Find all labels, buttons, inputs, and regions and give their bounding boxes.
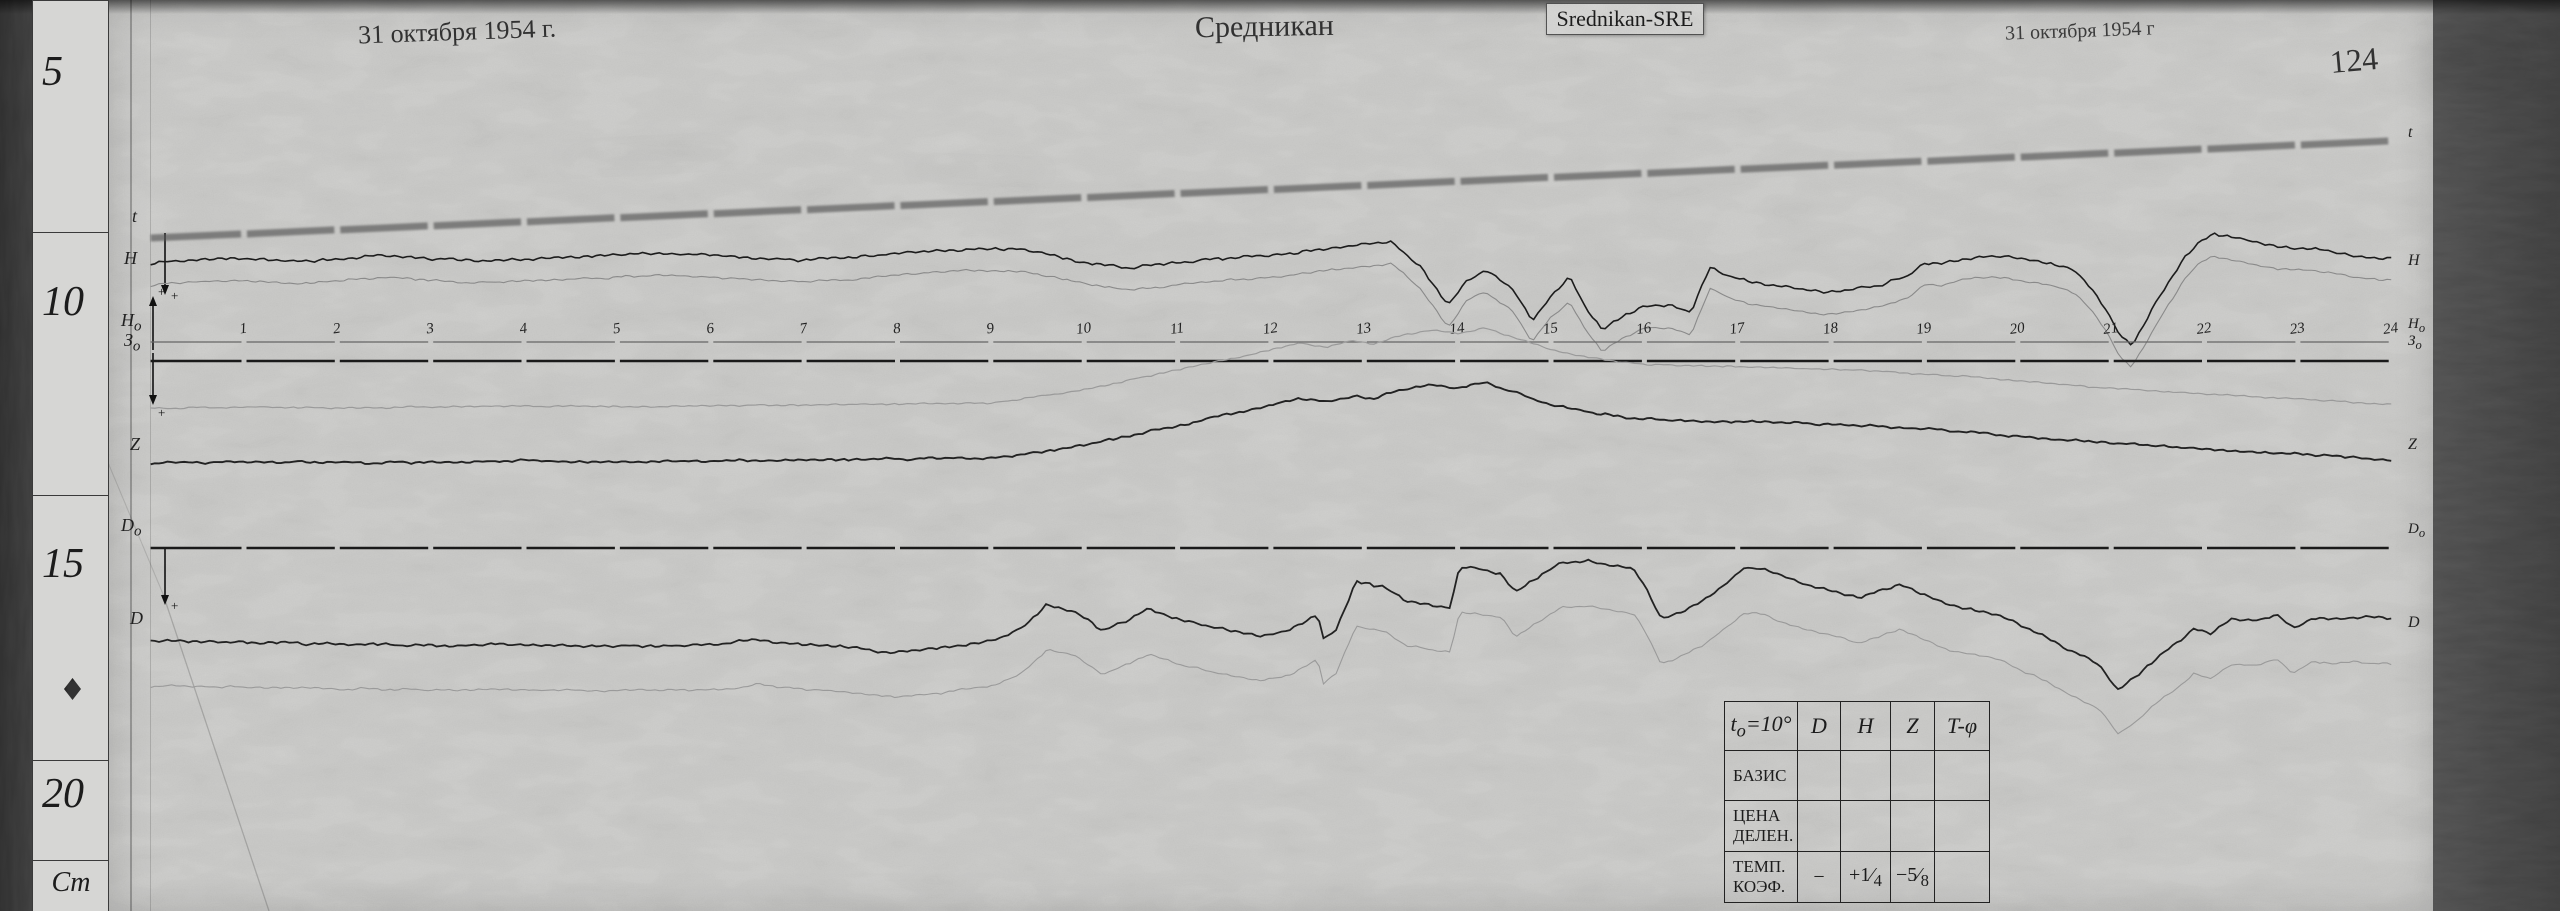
- svg-text:7: 7: [799, 320, 810, 337]
- svg-text:11: 11: [1169, 320, 1185, 338]
- svg-text:2: 2: [332, 321, 342, 338]
- svg-text:15: 15: [1542, 320, 1560, 338]
- svg-text:1: 1: [239, 321, 249, 338]
- svg-text:8: 8: [892, 321, 902, 338]
- svg-text:17: 17: [1729, 320, 1748, 338]
- svg-text:21: 21: [2102, 320, 2119, 338]
- svg-text:22: 22: [2195, 320, 2213, 338]
- svg-text:6: 6: [705, 321, 715, 338]
- svg-text:5: 5: [612, 321, 622, 338]
- svg-text:10: 10: [1075, 320, 1093, 338]
- svg-text:13: 13: [1355, 320, 1372, 338]
- svg-text:12: 12: [1262, 320, 1280, 338]
- svg-text:19: 19: [1915, 320, 1933, 338]
- svg-text:16: 16: [1635, 320, 1653, 338]
- svg-text:24: 24: [2382, 320, 2400, 338]
- svg-text:3: 3: [424, 321, 435, 338]
- svg-text:4: 4: [519, 321, 529, 338]
- svg-text:23: 23: [2289, 320, 2306, 338]
- svg-text:20: 20: [2009, 320, 2027, 338]
- svg-text:14: 14: [1449, 320, 1467, 338]
- svg-text:9: 9: [985, 321, 995, 338]
- svg-text:18: 18: [1822, 320, 1840, 338]
